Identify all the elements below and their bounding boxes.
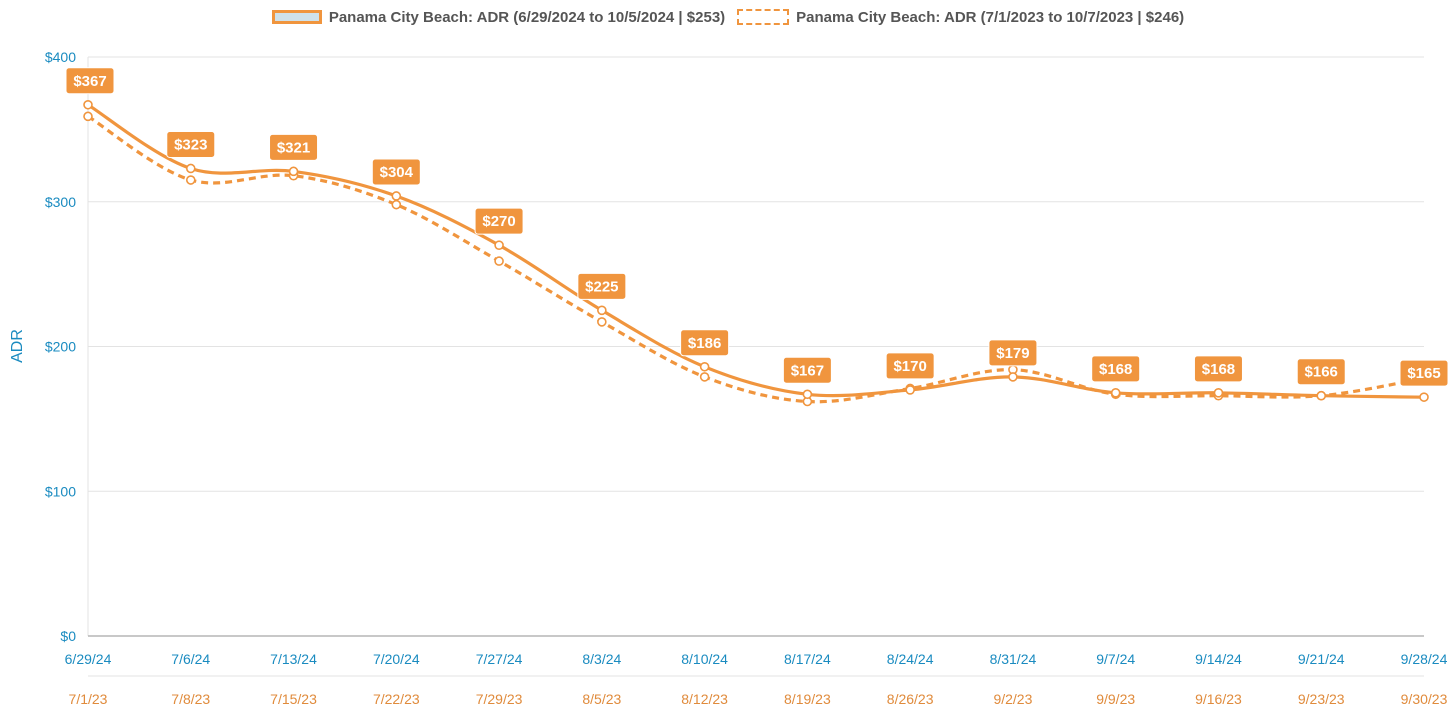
data-point-prior [185,175,196,185]
axes-layer: $0 $100 $200 $300 $400 6/29/24 7/1/23 7/6/24 7/8… [45,49,1448,707]
x-tick-label-prior: 9/23/23 [1298,691,1345,707]
data-label-box [885,352,935,380]
x-tick-label-prior: 7/1/23 [69,691,108,707]
x-tick-label-current: 8/31/24 [990,651,1037,667]
x-tick-label-prior: 7/15/23 [270,691,317,707]
data-label-layer: $367 $323 $321 $304 $270 $225 $186 $167 $170 $179… [65,67,1449,387]
data-label-box [782,356,832,384]
x-tick-label-prior: 8/5/23 [582,691,621,707]
legend-label-current-period: Panama City Beach: ADR (6/29/2024 to 10/… [328,8,726,26]
data-point-current [494,240,504,250]
x-tick-label-prior: 7/29/23 [476,691,523,707]
data-point-current [288,166,299,177]
x-tick-label-prior: 9/16/23 [1195,691,1242,707]
x-tick-label-prior: 8/26/23 [887,691,934,707]
x-tick-label-prior: 9/30/23 [1401,691,1448,707]
data-point-prior [597,317,607,327]
data-point-current [1110,388,1121,398]
data-label-box [474,207,524,235]
data-point-current [83,99,93,110]
data-label-box [1296,358,1346,386]
x-tick-label-current: 7/13/24 [270,651,317,667]
x-tick-label-current: 8/24/24 [887,651,934,667]
data-label-box [1399,359,1449,387]
data-point-current [1316,390,1327,401]
data-point-prior [699,372,710,382]
data-point-current [699,361,710,372]
data-label-box [65,67,115,95]
data-label-box [166,130,216,158]
data-label-box [577,272,627,300]
y-axis-title: ADR [9,329,26,363]
y-tick-label: $300 [45,194,76,210]
legend-dashed-line-swatch [737,9,790,25]
series-layer [83,99,1429,407]
x-tick-label-prior: 8/19/23 [784,691,831,707]
x-tick-label-current: 9/21/24 [1298,651,1345,667]
data-label: $367 [73,73,106,90]
x-tick-label-prior: 8/12/23 [681,691,728,707]
y-tick-label: $400 [45,49,76,65]
data-label-box [988,339,1038,367]
data-label: $270 [482,213,515,230]
x-tick-label-current: 8/10/24 [681,651,728,667]
data-label-box [1193,355,1243,383]
legend-item-prior-period[interactable]: Panama City Beach: ADR (7/1/2023 to 10/7… [737,9,1184,26]
x-tick-label-current: 8/3/24 [582,651,621,667]
data-label: $323 [174,136,207,153]
data-point-current [391,191,402,201]
data-label: $186 [688,335,721,352]
data-label: $167 [791,362,824,379]
x-tick-label-current: 7/6/24 [171,651,210,667]
data-point-current [802,389,813,400]
data-point-current [1213,388,1224,398]
data-label-box [1091,355,1141,383]
data-label-box [680,329,730,357]
data-point-current [905,385,915,395]
data-point-prior [494,256,504,266]
data-label: $168 [1202,361,1235,378]
data-point-current [1419,392,1429,402]
chart-legend: Panama City Beach: ADR (6/29/2024 to 10/… [0,5,1456,29]
data-point-current [597,305,607,316]
data-label: $225 [585,278,618,295]
data-point-current [1008,372,1018,382]
grid-layer [88,56,1424,492]
data-label: $166 [1305,364,1338,381]
data-label: $179 [996,345,1029,362]
data-point-prior [83,111,93,122]
y-tick-label: $200 [45,339,76,355]
y-tick-label: $0 [60,628,76,644]
legend-item-current-period[interactable]: Panama City Beach: ADR (6/29/2024 to 10/… [271,8,726,26]
legend-solid-line-swatch [271,10,322,24]
data-label: $170 [893,358,926,375]
x-tick-label-prior: 9/2/23 [993,691,1032,707]
data-label: $168 [1099,361,1132,378]
x-tick-label-prior: 9/9/23 [1096,691,1135,707]
y-tick-label: $100 [45,483,76,499]
x-tick-label-prior: 7/22/23 [373,691,420,707]
x-tick-label-current: 9/28/24 [1401,651,1448,667]
x-tick-label-current: 9/14/24 [1195,651,1242,667]
x-tick-label-current: 6/29/24 [65,651,112,667]
x-tick-label-current: 9/7/24 [1096,651,1135,667]
x-tick-label-current: 7/20/24 [373,651,420,667]
legend-label-prior-period: Panama City Beach: ADR (7/1/2023 to 10/7… [796,8,1185,26]
x-tick-label-current: 7/27/24 [476,651,523,667]
x-tick-label-prior: 7/8/23 [171,691,210,707]
data-label: $165 [1407,365,1440,382]
data-point-prior [391,199,402,210]
data-label-box [269,133,319,161]
data-label: $321 [277,139,310,156]
data-label-box [371,158,421,186]
data-label: $304 [380,164,414,181]
data-point-current [185,163,196,174]
x-tick-label-current: 8/17/24 [784,651,831,667]
